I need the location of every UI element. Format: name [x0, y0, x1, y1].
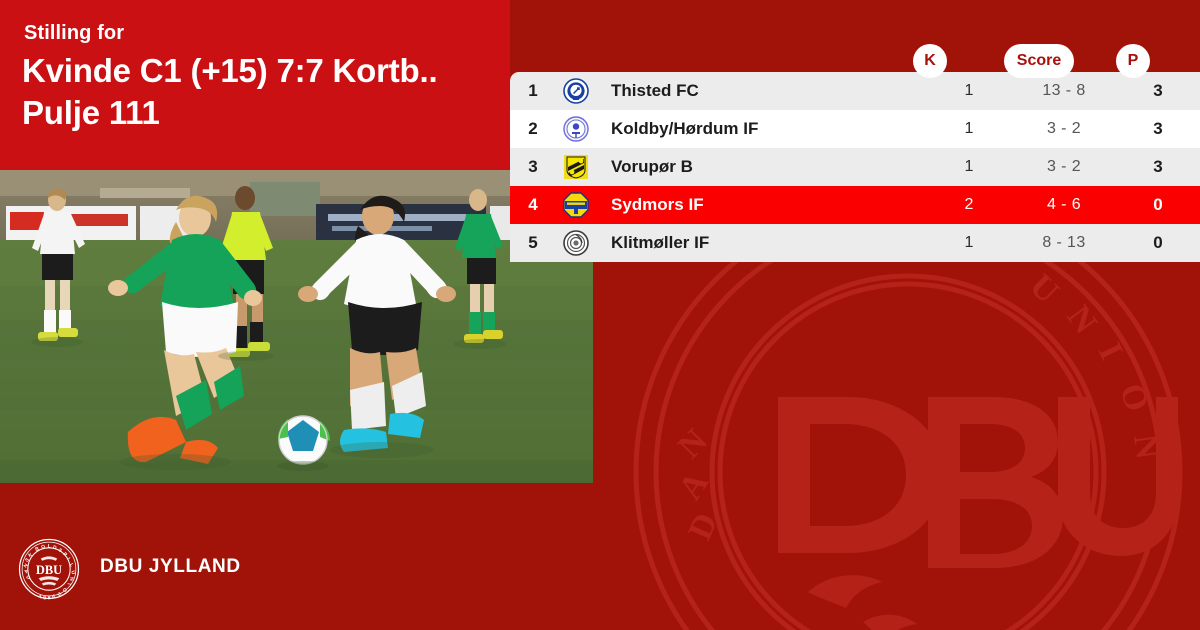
svg-text:8: 8 — [47, 594, 50, 600]
row-points: 0 — [1153, 233, 1163, 252]
svg-text:N: N — [23, 562, 30, 569]
footer-org-name: DBU JYLLAND — [100, 556, 241, 577]
row-score: 8 - 13 — [1042, 234, 1086, 251]
svg-text:A: A — [23, 568, 30, 574]
svg-text:N: N — [671, 420, 717, 466]
column-header-k: K — [913, 44, 947, 78]
column-header-score: Score — [1004, 44, 1074, 78]
footer-bar: DBU D A N S K B O L D S — [0, 520, 1200, 630]
klitmoller-if-crest-icon — [556, 230, 596, 256]
dbu-seal-logo-icon: DBU D A N S K B O L D S — [18, 538, 80, 600]
svg-text:A: A — [672, 463, 718, 506]
table-row-highlighted[interactable]: 4 Sydmors IF 2 4 - 6 0 — [510, 186, 1200, 224]
row-points: 3 — [1153, 119, 1163, 138]
match-photo — [0, 170, 593, 483]
svg-text:O: O — [1112, 380, 1156, 419]
svg-text:K: K — [27, 552, 33, 559]
page-title: Kvinde C1 (+15) 7:7 Kortb.. Pulje 111 — [22, 50, 522, 134]
row-points: 3 — [1153, 81, 1163, 100]
svg-text:U: U — [69, 570, 76, 575]
svg-text:D: D — [52, 545, 58, 552]
title-line-2: Pulje 111 — [22, 94, 160, 131]
row-points: 0 — [1153, 195, 1163, 214]
row-team-name: Klitmøller IF — [611, 233, 710, 252]
row-team-name: Koldby/Hørdum IF — [611, 119, 759, 138]
koldby-hordum-if-crest-icon — [556, 116, 596, 142]
svg-text:1: 1 — [38, 593, 42, 599]
svg-text:S: S — [57, 547, 63, 554]
table-row[interactable]: 5 Klitmøller IF 1 8 - 13 0 — [510, 224, 1200, 262]
svg-text:B: B — [35, 546, 40, 553]
row-team-name: Sydmors IF — [611, 195, 704, 214]
row-rank: 4 — [528, 195, 538, 214]
sydmors-if-crest-icon — [556, 192, 596, 218]
svg-text:L: L — [68, 562, 75, 568]
svg-text:8: 8 — [43, 594, 46, 600]
row-rank: 5 — [528, 233, 538, 252]
row-score: 13 - 8 — [1042, 82, 1086, 99]
row-matches: 1 — [964, 158, 974, 175]
title-line-1: Kvinde C1 (+15) 7:7 Kortb.. — [22, 52, 438, 89]
table-row[interactable]: 2 Koldby/Hørdum IF 1 3 - 2 3 — [510, 110, 1200, 148]
row-team-name: Thisted FC — [611, 81, 699, 100]
svg-text:N: N — [68, 577, 74, 581]
row-rank: 2 — [528, 119, 538, 138]
row-rank: 1 — [528, 81, 538, 100]
svg-text:O: O — [61, 587, 68, 593]
row-matches: 1 — [964, 120, 974, 137]
table-row[interactable]: 1 Thisted FC 1 13 - 8 3 — [510, 72, 1200, 110]
title-kicker: Stilling for — [24, 22, 125, 44]
svg-text:L: L — [47, 543, 51, 549]
thisted-fc-crest-icon — [556, 78, 596, 104]
row-rank: 3 — [528, 157, 538, 176]
svg-text:D: D — [26, 574, 33, 580]
svg-text:P: P — [62, 551, 69, 558]
row-matches: 1 — [964, 82, 974, 99]
svg-text:I: I — [66, 557, 72, 562]
title-panel: Stilling for Kvinde C1 (+15) 7:7 Kortb..… — [0, 0, 510, 170]
column-header-p: P — [1116, 44, 1150, 78]
svg-text:I: I — [65, 583, 71, 586]
svg-text:N: N — [1126, 432, 1166, 464]
standings-table: 1 Thisted FC 1 13 - 8 3 2 — [510, 72, 1200, 262]
row-points: 3 — [1153, 157, 1163, 176]
row-score: 4 - 6 — [1046, 196, 1081, 213]
svg-text:S: S — [24, 557, 31, 564]
table-row[interactable]: 3 Vorupør B 1 3 - 2 3 — [510, 148, 1200, 186]
svg-text:DBU: DBU — [36, 563, 62, 577]
svg-text:I: I — [1091, 337, 1131, 368]
row-score: 3 - 2 — [1046, 120, 1081, 137]
svg-text:N: N — [1060, 299, 1106, 343]
row-score: 3 - 2 — [1046, 158, 1081, 175]
row-matches: 1 — [964, 234, 974, 251]
svg-text:O: O — [41, 544, 45, 550]
vorupor-b-crest-icon — [556, 154, 596, 180]
svg-text:N: N — [55, 591, 62, 598]
svg-text:U: U — [1022, 267, 1068, 313]
svg-text:9: 9 — [51, 592, 55, 598]
row-team-name: Vorupør B — [611, 157, 693, 176]
row-matches: 2 — [964, 196, 974, 213]
